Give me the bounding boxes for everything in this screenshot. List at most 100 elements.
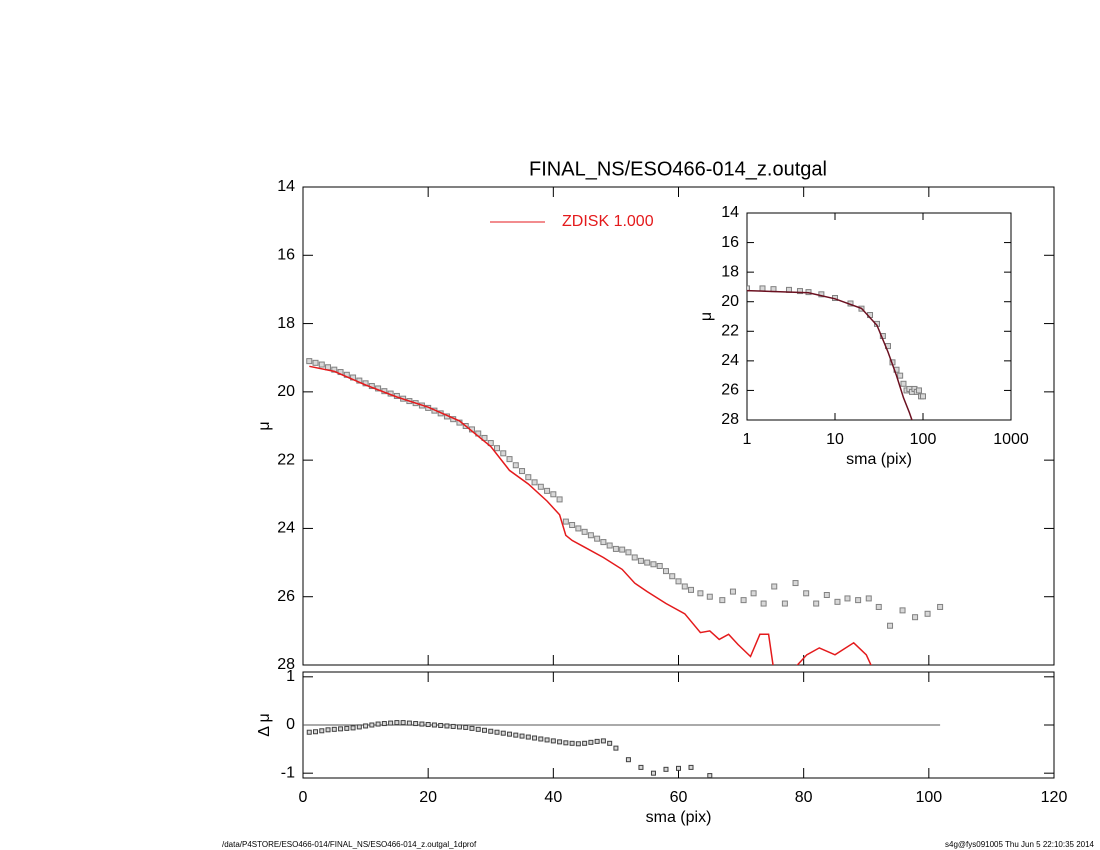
data-point — [350, 725, 356, 731]
data-point — [544, 737, 550, 743]
plot-frame — [746, 212, 1012, 421]
data-point — [875, 603, 882, 610]
y-tick-label: 20 — [277, 383, 295, 400]
y-tick-label: 16 — [721, 234, 739, 251]
data-point — [463, 724, 469, 730]
data-point — [494, 729, 500, 735]
data-point — [688, 586, 695, 593]
data-point — [318, 361, 325, 368]
data-point — [897, 372, 904, 379]
x-tick-label: 40 — [544, 789, 562, 806]
data-point — [394, 720, 400, 726]
data-point — [312, 359, 319, 366]
data-point — [556, 496, 563, 503]
data-point — [760, 600, 767, 607]
y-tick-label: 0 — [286, 716, 295, 733]
plot-frame — [302, 186, 1055, 666]
y-tick-label: -1 — [281, 764, 295, 781]
data-point — [494, 445, 501, 452]
data-point — [613, 745, 619, 751]
data-point — [631, 554, 638, 561]
data-point — [644, 559, 651, 566]
data-point — [844, 595, 851, 602]
data-point — [625, 549, 632, 556]
data-point — [594, 535, 601, 542]
y-tick-label: 24 — [721, 352, 739, 369]
x-tick-label: 1000 — [993, 431, 1029, 448]
data-point — [481, 727, 487, 733]
data-point — [419, 721, 425, 727]
data-point — [325, 727, 331, 733]
y-axis-label: μ — [256, 421, 273, 430]
data-point — [531, 479, 538, 486]
data-point — [803, 590, 810, 597]
data-point — [662, 568, 669, 575]
data-point — [319, 728, 325, 734]
data-point — [740, 597, 747, 604]
data-point — [431, 722, 437, 728]
data-point — [796, 288, 803, 295]
legend-label: ZDISK 1.000 — [562, 213, 654, 230]
data-point — [750, 590, 757, 597]
data-point — [915, 387, 922, 394]
data-point — [356, 724, 362, 730]
plot-area — [303, 720, 941, 778]
data-point — [707, 773, 713, 778]
data-point — [650, 770, 656, 776]
data-point — [413, 721, 419, 727]
data-point — [619, 546, 626, 553]
data-point — [924, 610, 931, 617]
chart-title: FINAL_NS/ESO466-014_z.outgal — [529, 158, 827, 180]
data-point — [937, 603, 944, 610]
y-tick-label: 18 — [721, 263, 739, 280]
y-tick-label: 16 — [277, 247, 295, 264]
data-point — [600, 738, 606, 744]
data-point — [338, 726, 344, 732]
data-point — [594, 738, 600, 744]
data-point — [706, 593, 713, 600]
y-axis-label: Δ μ — [256, 713, 273, 736]
data-point — [313, 729, 319, 735]
data-point — [588, 739, 594, 745]
data-point — [369, 722, 375, 728]
data-point — [759, 285, 766, 292]
data-point — [512, 462, 519, 469]
data-point — [438, 722, 444, 728]
data-point — [818, 291, 825, 298]
data-point — [306, 358, 313, 365]
footer-right: s4g@fys091005 Thu Jun 5 22:10:35 2014 — [945, 840, 1095, 849]
data-point — [697, 590, 704, 597]
data-point — [444, 723, 450, 729]
y-tick-label: 26 — [277, 588, 295, 605]
data-point — [525, 474, 532, 481]
data-point — [612, 545, 619, 552]
data-point — [344, 725, 350, 731]
x-tick-label: 1 — [743, 431, 752, 448]
data-point — [519, 733, 525, 739]
data-point — [855, 597, 862, 604]
data-point — [656, 562, 663, 569]
data-point — [538, 736, 544, 742]
data-point — [456, 724, 462, 730]
data-point — [675, 578, 682, 585]
x-tick-label: 100 — [910, 431, 937, 448]
data-point — [569, 740, 575, 746]
data-point — [507, 731, 513, 737]
data-point — [544, 487, 551, 494]
data-point — [834, 598, 841, 605]
data-point — [582, 740, 588, 746]
y-axis-label: μ — [698, 312, 715, 321]
x-axis-label: sma (pix) — [646, 809, 712, 826]
data-point — [563, 740, 569, 746]
data-point — [488, 728, 494, 734]
data-point — [363, 723, 369, 729]
data-point — [469, 725, 475, 731]
y-tick-label: 22 — [277, 451, 295, 468]
x-tick-label: 0 — [299, 789, 308, 806]
data-point — [575, 525, 582, 532]
x-tick-label: 20 — [419, 789, 437, 806]
data-point — [550, 738, 556, 744]
data-point — [638, 764, 644, 770]
data-point — [887, 622, 894, 629]
